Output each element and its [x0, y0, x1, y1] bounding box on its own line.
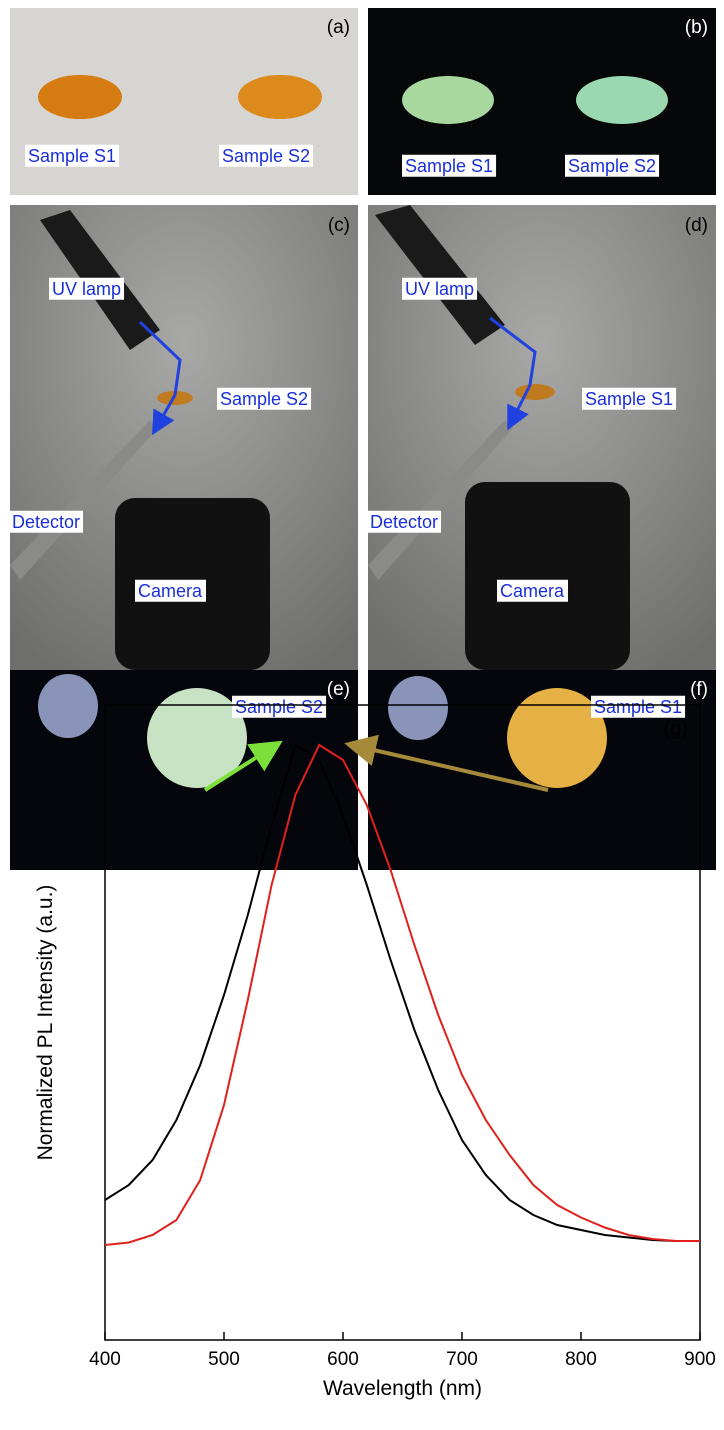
x-tick-label: 400 [89, 1349, 121, 1370]
panel-tag: (c) [328, 215, 350, 236]
label: UV lamp [52, 279, 121, 299]
figure: (a) Sample S1 Sample S2 (b) Sample S1 Sa… [0, 0, 724, 1430]
disc [402, 76, 494, 124]
y-axis-label: Normalized PL Intensity (a.u.) [34, 885, 57, 1161]
label: Camera [138, 581, 203, 601]
panel-tag: (f) [690, 679, 708, 700]
label: Sample S2 [220, 389, 308, 409]
lens [38, 674, 98, 738]
camera [465, 482, 630, 670]
panel-tag: (e) [327, 679, 350, 700]
label: Sample S1 [405, 156, 493, 176]
x-tick-label: 700 [446, 1349, 478, 1370]
label: Sample S1 [585, 389, 673, 409]
label: Sample S1 [594, 697, 682, 717]
photos [10, 8, 716, 870]
label: Detector [370, 512, 438, 532]
x-axis-label: Wavelength (nm) [323, 1377, 482, 1400]
disc [576, 76, 668, 124]
disc [238, 75, 322, 119]
x-tick-label: 600 [327, 1349, 359, 1370]
disc [515, 384, 555, 400]
x-tick-label: 900 [684, 1349, 716, 1370]
label: Sample S1 [28, 146, 116, 166]
label: Sample S2 [235, 697, 323, 717]
disc [38, 75, 122, 119]
lens [388, 676, 448, 740]
label: Sample S2 [222, 146, 310, 166]
label: UV lamp [405, 279, 474, 299]
label: Sample S2 [568, 156, 656, 176]
panel-tag: (a) [327, 17, 350, 38]
label: Detector [12, 512, 80, 532]
panel-tag: (b) [685, 17, 708, 38]
x-tick-label: 800 [565, 1349, 597, 1370]
label: Camera [500, 581, 565, 601]
annotation: (g) [664, 718, 688, 740]
x-tick-label: 500 [208, 1349, 240, 1370]
panel-tag: (d) [685, 215, 708, 236]
